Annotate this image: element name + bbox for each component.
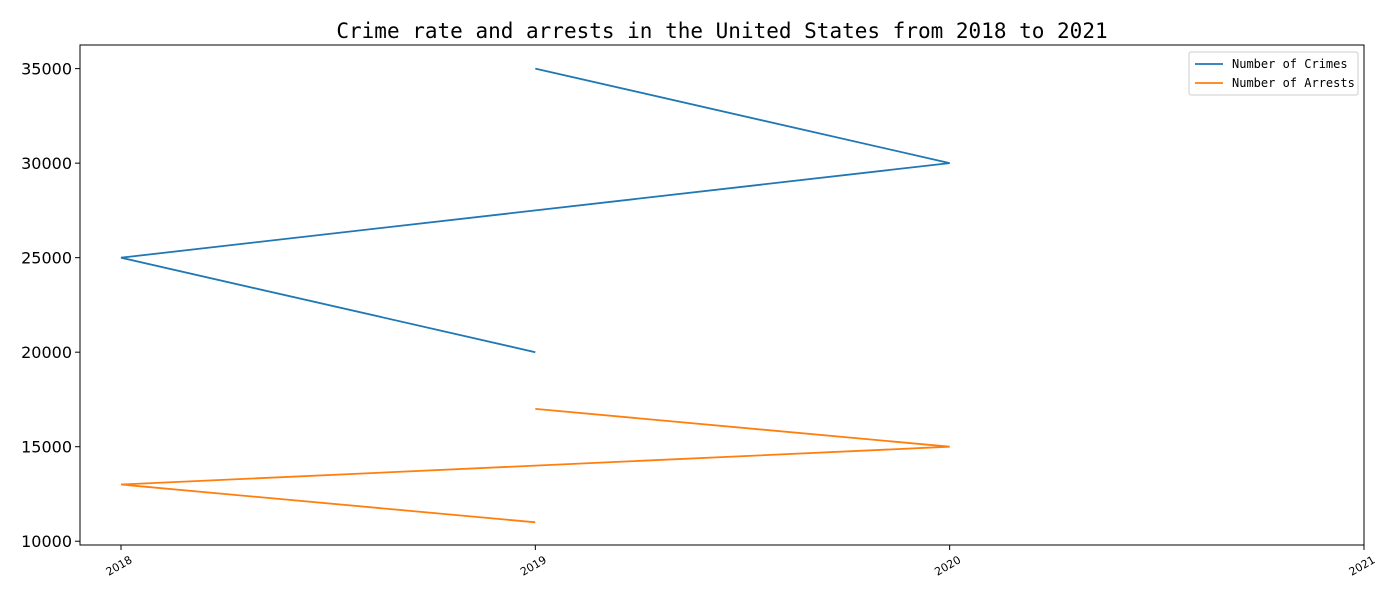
y-tick-label: 20000 (21, 343, 72, 362)
axes-frame (79, 44, 1365, 546)
y-tick-label: 30000 (21, 154, 72, 173)
y-axis: 10000 15000 20000 25000 30000 35000 (21, 60, 80, 551)
x-axis: 2018 2019 2020 2021 (104, 545, 1378, 579)
plot-area (79, 44, 1365, 546)
x-tick-label: 2018 (104, 553, 135, 578)
y-tick-label: 15000 (21, 438, 72, 457)
y-tick-label: 10000 (21, 532, 72, 551)
x-tick-label: 2019 (518, 553, 549, 578)
y-tick-label: 35000 (21, 60, 72, 79)
legend-box (1188, 51, 1359, 96)
series-line-1 (120, 67, 950, 354)
y-tick-label: 25000 (21, 249, 72, 268)
legend-label: Number of Arrests (1232, 76, 1355, 90)
legend-label: Number of Crimes (1232, 57, 1348, 71)
legend: Number of Crimes Number of Arrests (1188, 51, 1359, 96)
x-tick-label: 2020 (932, 553, 963, 578)
chart-title: Crime rate and arrests in the United Sta… (336, 19, 1107, 43)
series-line-2 (120, 408, 950, 524)
x-tick-label: 2021 (1347, 553, 1378, 578)
